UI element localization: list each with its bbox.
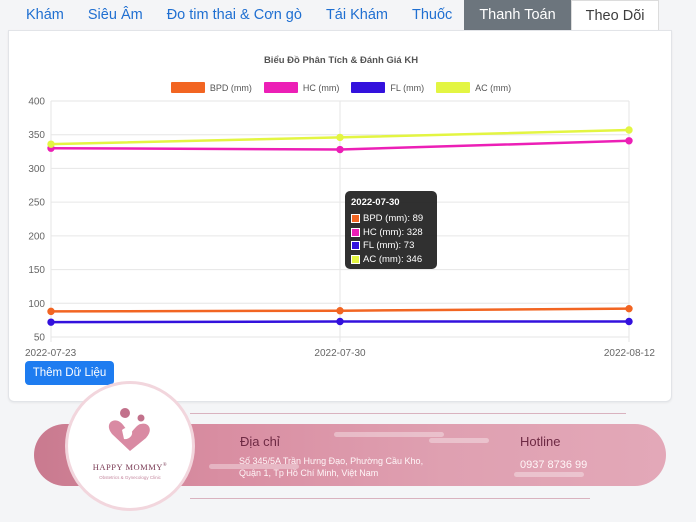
decor-streak xyxy=(429,438,489,443)
legend-swatch-hc xyxy=(263,82,298,93)
tooltip-row-fl: FL (mm): 73 xyxy=(351,239,431,253)
mother-child-icon xyxy=(108,408,150,451)
hotline-number[interactable]: 0937 8736 99 xyxy=(520,459,588,471)
chart-tooltip: 2022-07-30 BPD (mm): 89 HC (mm): 328 FL … xyxy=(345,191,437,269)
decor-streak xyxy=(334,432,444,437)
decor-streak xyxy=(209,464,299,469)
legend-label-bpd: BPD (mm) xyxy=(209,82,252,93)
tab-do-tim-thai[interactable]: Đo tim thai & Cơn gò xyxy=(166,7,302,23)
legend-swatch-ac xyxy=(436,82,471,93)
tooltip-row-ac: AC (mm): 346 xyxy=(351,253,431,267)
tab-tai-kham[interactable]: Tái Khám xyxy=(325,7,388,23)
tab-thanh-toan[interactable]: Thanh Toán xyxy=(464,0,571,30)
decor-streak xyxy=(514,472,584,477)
address-line-2: Quận 1, Tp Hồ Chí Minh, Việt Nam xyxy=(239,468,379,478)
decor-line xyxy=(190,413,626,414)
tooltip-text-fl: FL (mm): 73 xyxy=(363,240,415,252)
y-tick-label: 100 xyxy=(28,299,45,310)
legend-swatch-fl xyxy=(351,82,386,93)
tooltip-row-bpd: BPD (mm): 89 xyxy=(351,212,431,226)
legend-item-bpd[interactable]: BPD (mm) xyxy=(170,82,252,93)
tab-sieu-am[interactable]: Siêu Âm xyxy=(87,7,143,23)
chart-title: Biểu Đồ Phân Tích & Đánh Giá KH xyxy=(263,55,419,66)
tab-kham[interactable]: Khám xyxy=(26,7,64,23)
data-point xyxy=(47,307,55,316)
data-point xyxy=(47,318,55,326)
data-point xyxy=(625,304,633,313)
data-point xyxy=(625,317,633,326)
legend-item-ac[interactable]: AC (mm) xyxy=(436,82,511,93)
chart-legend: BPD (mm) HC (mm) FL (mm) AC (mm) xyxy=(9,82,673,93)
data-point xyxy=(336,307,344,315)
address-label: Địa chỉ xyxy=(240,434,280,449)
tooltip-row-hc: HC (mm): 328 xyxy=(351,226,431,240)
tooltip-swatch-ac xyxy=(351,254,360,264)
legend-item-fl[interactable]: FL (mm) xyxy=(351,82,424,93)
decor-line xyxy=(190,498,590,499)
hotline-label: Hotline xyxy=(520,434,561,449)
y-tick-label: 300 xyxy=(28,164,45,175)
tab-thuoc[interactable]: Thuốc xyxy=(412,7,453,23)
address-text: Số 345/5A Trần Hưng Đạo, Phường Cầu Kho,… xyxy=(239,455,469,479)
tab-theo-doi[interactable]: Theo Dõi xyxy=(570,0,660,30)
legend-label-hc: HC (mm) xyxy=(302,82,340,93)
tooltip-text-bpd: BPD (mm): 89 xyxy=(363,213,424,225)
y-tick-label: 150 xyxy=(28,265,45,276)
legend-swatch-bpd xyxy=(170,82,205,93)
tooltip-text-ac: AC (mm): 346 xyxy=(363,253,423,265)
x-tick-label: 2022-08-12 xyxy=(604,348,656,359)
tab-bar: Khám Siêu Âm Đo tim thai & Cơn gò Tái Kh… xyxy=(0,0,696,30)
brand-name: HAPPY MOMMY® xyxy=(92,462,168,472)
data-point xyxy=(336,317,344,326)
tooltip-text-hc: HC (mm): 328 xyxy=(363,226,423,238)
y-tick-label: 350 xyxy=(28,130,45,141)
data-point xyxy=(47,140,55,148)
brand-logo[interactable]: HAPPY MOMMY® Obstetrics & Gynecology Cli… xyxy=(68,384,192,508)
tooltip-swatch-hc xyxy=(351,227,360,237)
y-tick-label: 250 xyxy=(28,198,45,209)
brand-name-text: HAPPY MOMMY xyxy=(92,462,163,472)
data-point xyxy=(336,133,344,142)
line-chart[interactable]: 50 100 150 200 250 300 350 400 2022-07-23 2022-07… xyxy=(9,31,673,361)
y-tick-label: 50 xyxy=(34,333,46,344)
tooltip-title: 2022-07-30 xyxy=(351,197,400,208)
chart-card: Biểu Đồ Phân Tích & Đánh Giá KH BPD (mm)… xyxy=(8,30,672,402)
y-tick-label: 400 xyxy=(28,97,45,108)
y-tick-label: 200 xyxy=(28,231,45,242)
x-tick-label: 2022-07-23 xyxy=(25,348,77,359)
data-point xyxy=(336,145,344,154)
legend-label-ac: AC (mm) xyxy=(475,82,512,93)
brand-tagline: Obstetrics & Gynecology Clinic xyxy=(99,475,161,480)
legend-item-hc[interactable]: HC (mm) xyxy=(263,82,340,93)
add-data-button[interactable]: Thêm Dữ Liệu xyxy=(25,361,114,385)
address-line-1: Số 345/5A Trần Hưng Đạo, Phường Cầu Kho, xyxy=(239,456,424,466)
data-point xyxy=(625,137,633,145)
legend-label-fl: FL (mm) xyxy=(390,82,425,93)
x-tick-label: 2022-07-30 xyxy=(314,348,366,359)
tooltip-swatch-fl xyxy=(351,241,360,251)
tooltip-swatch-bpd xyxy=(351,214,360,224)
data-point xyxy=(625,126,633,134)
